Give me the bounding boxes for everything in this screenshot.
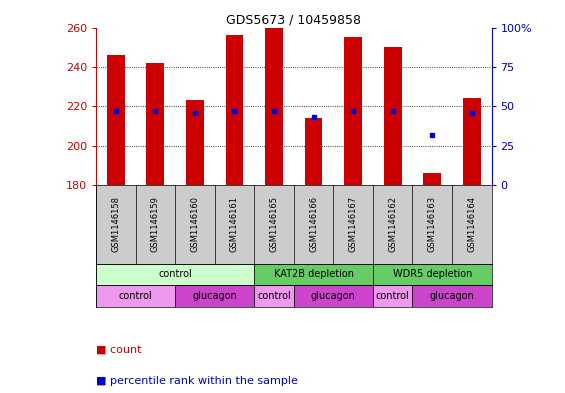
Text: glucagon: glucagon [192, 291, 237, 301]
Text: GSM1146163: GSM1146163 [428, 196, 437, 252]
Bar [96, 264, 254, 285]
Bar [175, 285, 254, 307]
Text: control: control [257, 291, 291, 301]
Bar [146, 63, 164, 185]
Text: GSM1146159: GSM1146159 [151, 196, 160, 252]
Bar [225, 35, 244, 185]
Text: KAT2B depletion: KAT2B depletion [273, 270, 354, 279]
Text: GSM1146165: GSM1146165 [270, 196, 279, 252]
Bar [423, 173, 441, 185]
Text: GSM1146166: GSM1146166 [309, 196, 318, 252]
Bar [254, 285, 294, 307]
Text: glucagon: glucagon [311, 291, 356, 301]
Bar [186, 100, 204, 185]
Text: GSM1146167: GSM1146167 [349, 196, 358, 252]
Bar [373, 285, 412, 307]
Bar [305, 118, 323, 185]
Text: control: control [158, 270, 192, 279]
Text: WDR5 depletion: WDR5 depletion [393, 270, 472, 279]
Text: GSM1146160: GSM1146160 [190, 196, 199, 252]
Bar [265, 28, 283, 185]
Bar [412, 285, 492, 307]
Text: GSM1146162: GSM1146162 [388, 196, 397, 252]
Text: GSM1146161: GSM1146161 [230, 196, 239, 252]
Bar [107, 55, 125, 185]
Text: control: control [119, 291, 153, 301]
Bar [254, 264, 373, 285]
Bar [463, 98, 481, 185]
Bar [344, 37, 362, 185]
Bar [384, 47, 402, 185]
Text: ■ count: ■ count [96, 345, 142, 355]
Text: GSM1146158: GSM1146158 [111, 196, 120, 252]
Text: GSM1146164: GSM1146164 [467, 196, 476, 252]
Bar [294, 285, 373, 307]
Title: GDS5673 / 10459858: GDS5673 / 10459858 [227, 13, 361, 26]
Bar [96, 285, 175, 307]
Text: control: control [376, 291, 410, 301]
Bar [373, 264, 492, 285]
Text: ■ percentile rank within the sample: ■ percentile rank within the sample [96, 376, 298, 386]
Text: glucagon: glucagon [429, 291, 475, 301]
